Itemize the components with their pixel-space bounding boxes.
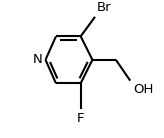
Text: N: N [33,53,43,66]
Text: Br: Br [96,1,111,14]
Text: OH: OH [133,83,153,96]
Text: F: F [77,112,84,125]
